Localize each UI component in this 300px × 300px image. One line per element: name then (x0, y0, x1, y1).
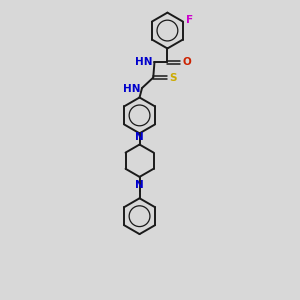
Text: HN: HN (135, 57, 152, 67)
Text: N: N (135, 180, 144, 190)
Text: F: F (186, 15, 193, 25)
Text: S: S (169, 73, 177, 82)
Text: HN: HN (122, 83, 140, 94)
Text: N: N (135, 131, 144, 142)
Text: O: O (183, 57, 192, 67)
